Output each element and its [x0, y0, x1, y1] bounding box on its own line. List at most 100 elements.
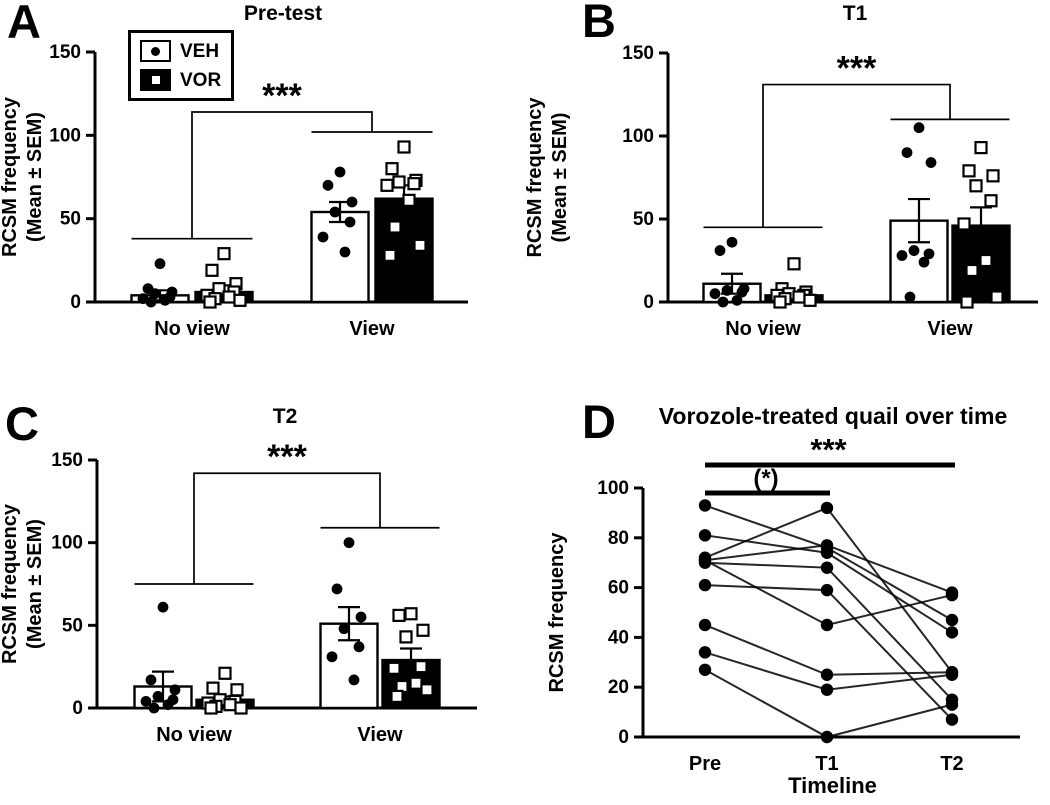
y-axis-label-units: (Mean ± SEM) [24, 112, 46, 242]
data-point [223, 698, 237, 712]
data-point [149, 288, 161, 300]
data-point [402, 193, 416, 207]
x-category-label: No view [154, 318, 230, 340]
data-point [399, 630, 413, 644]
data-point [233, 293, 247, 307]
data-point [407, 177, 421, 191]
data-point [204, 701, 218, 715]
data-point [154, 258, 166, 270]
data-point [904, 291, 916, 303]
data-point [152, 691, 164, 702]
y-tick-label: 0 [643, 292, 654, 313]
data-point [736, 286, 748, 298]
data-point [338, 623, 350, 635]
data-point [397, 140, 411, 154]
timeline-line-chart: 0 20 40 60 80 100 Pre T1 T2 Timeline RCSM frequenc… [546, 432, 1020, 798]
data-point [986, 169, 1000, 183]
y-tick-label: 20 [608, 677, 629, 698]
data-point [380, 178, 394, 192]
data-point [945, 713, 959, 726]
x-category-label: No view [725, 318, 801, 340]
data-point [383, 248, 397, 262]
subject-line [704, 584, 953, 721]
data-point [234, 701, 248, 715]
data-point [169, 684, 181, 696]
points-veh-no-view [709, 236, 750, 308]
y-tick-label: 150 [49, 42, 81, 63]
data-point [203, 295, 217, 309]
subject-line [704, 624, 953, 676]
panel-letter-d: D [582, 395, 616, 448]
data-point [409, 676, 423, 690]
y-tick-label: 50 [60, 209, 81, 230]
data-point [709, 288, 721, 300]
data-point [416, 623, 430, 637]
data-point [322, 179, 334, 191]
significance-label: *** [262, 77, 302, 115]
data-point [385, 162, 399, 176]
data-point [945, 698, 959, 711]
data-point [984, 194, 998, 208]
data-point [329, 206, 341, 218]
points-veh-no-view [140, 601, 181, 714]
panel-t2: 0 50 100 150 No view View RCSM frequency (Mean … [0, 400, 525, 805]
data-point [717, 296, 729, 308]
vor-square-swatch-icon [140, 69, 171, 91]
data-point [218, 666, 232, 680]
x-category-label: No view [156, 724, 232, 746]
significance-bracket: *** [703, 50, 1010, 229]
panel-letter-c: C [5, 397, 39, 450]
legend-item-vor: VOR [140, 69, 221, 91]
data-point [714, 245, 726, 256]
data-point [140, 695, 152, 707]
data-point [317, 231, 329, 243]
bracket-connector [762, 83, 951, 228]
pretest-bar-chart: 0 50 100 150 No view View RCSM frequency (Mean … [0, 42, 468, 340]
data-point [230, 683, 244, 697]
data-point [969, 179, 983, 193]
data-point [908, 245, 920, 256]
x-category-label: View [357, 724, 403, 746]
panel-t1: 0 50 100 150 No view View RCSM frequency (Mean … [525, 0, 1050, 400]
panel-pretest: 0 50 100 150 No view View RCSM frequency (Mean … [0, 0, 525, 400]
data-point [901, 147, 913, 159]
veh-circle-swatch-icon [140, 40, 171, 62]
data-point [387, 661, 401, 675]
panel-letter-a: A [7, 0, 41, 48]
data-point [217, 247, 231, 261]
data-point [353, 641, 365, 653]
data-point [145, 296, 157, 308]
significance-bracket: *** [134, 438, 440, 585]
panel-title-t1: T1 [842, 2, 868, 25]
data-point [698, 618, 712, 632]
data-point [334, 166, 346, 178]
y-axis-label: RCSM frequency [0, 96, 21, 257]
x-category-label: T1 [815, 753, 838, 775]
data-point [326, 651, 338, 663]
data-point [148, 702, 160, 714]
data-point [820, 618, 834, 632]
x-category-label: View [927, 318, 973, 340]
data-point [925, 157, 937, 168]
points-vor-no-view [200, 247, 247, 309]
panel-title-timeline: Vorozole-treated quail over time [658, 403, 1008, 429]
data-point [388, 220, 402, 234]
data-point [820, 668, 834, 681]
data-point [698, 529, 712, 542]
y-tick-label: 50 [633, 209, 654, 230]
significance-bracket: *** [131, 77, 433, 240]
data-point [974, 141, 988, 155]
data-point [698, 646, 712, 659]
data-point [979, 253, 993, 268]
points-veh-view [326, 537, 367, 686]
data-point [945, 586, 959, 599]
data-point [721, 284, 733, 296]
data-point [820, 561, 834, 574]
t1-bar-chart: 0 50 100 150 No view View RCSM frequency (Mean … [525, 43, 1038, 340]
y-axis-label-units: (Mean ± SEM) [549, 113, 571, 243]
data-point [390, 689, 404, 704]
data-point [162, 699, 174, 711]
y-tick-label: 60 [608, 578, 629, 599]
data-point [145, 674, 157, 686]
data-point [392, 175, 406, 189]
